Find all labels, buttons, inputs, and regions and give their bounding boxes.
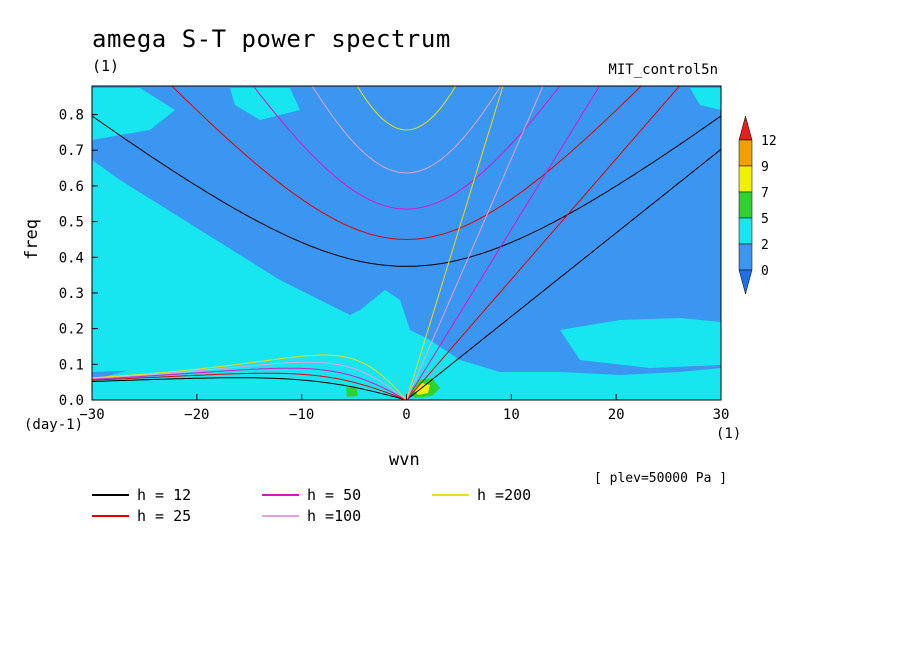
power-region-east-top xyxy=(690,88,721,110)
legend-label: h = 12 xyxy=(137,486,191,504)
x-axis: −30 −20 −10 0 10 20 30 xyxy=(79,394,729,423)
colorbar-swatch xyxy=(738,191,753,219)
colorbar-label: 12 xyxy=(761,134,777,149)
power-region-west-spot xyxy=(346,386,358,397)
legend-label: h = 50 xyxy=(307,486,361,504)
y-tick-label: 0.1 xyxy=(59,357,84,373)
x-tick-label: −10 xyxy=(289,407,314,423)
legend-label: h = 25 xyxy=(137,507,191,525)
power-region-upper-left xyxy=(92,88,175,140)
rossby-wave-curve xyxy=(92,377,407,400)
legend-label: h =200 xyxy=(477,486,531,504)
kelvin-wave-curve xyxy=(406,148,721,400)
power-region-east-low xyxy=(560,318,721,368)
power-region-kelvin-core xyxy=(414,383,430,395)
rossby-wave-curve xyxy=(92,372,407,400)
rossby-wave-curve xyxy=(92,367,407,400)
power-region-low-freq xyxy=(92,290,721,400)
x-tick-label: 0 xyxy=(402,407,410,423)
colorbar-label: 5 xyxy=(761,212,769,227)
y-tick-label: 0.7 xyxy=(59,143,84,159)
x-tick-label: 20 xyxy=(608,407,625,423)
kelvin-wave-curve xyxy=(406,86,601,400)
colorbar-max-arrow xyxy=(738,115,753,141)
y-axis-units: (day-1) xyxy=(24,417,84,433)
x-axis-units: (1) xyxy=(716,426,742,442)
y-axis: 0.0 0.1 0.2 0.3 0.4 0.5 0.6 0.7 0.8 xyxy=(59,108,98,409)
plot-area xyxy=(91,85,722,401)
colorbar-label: 0 xyxy=(761,264,769,279)
y-tick-label: 0.4 xyxy=(59,250,84,266)
colorbar-min-arrow xyxy=(738,269,753,295)
x-tick-label: −20 xyxy=(184,407,209,423)
y-tick-label: 0.6 xyxy=(59,179,84,195)
colorbar-swatch xyxy=(738,139,753,167)
level-footnote: [ plev=50000 Pa ] xyxy=(594,471,728,486)
run-name: MIT_control5n xyxy=(608,62,718,78)
kelvin-wave-curve xyxy=(406,86,681,400)
colorbar-label: 7 xyxy=(761,186,769,201)
kelvin-wave-curve xyxy=(406,86,504,400)
colorbar-swatch xyxy=(738,243,753,271)
x-axis-label: wvn xyxy=(389,450,420,470)
inertia-gravity-curve xyxy=(252,86,561,210)
colorbar-label: 9 xyxy=(761,160,769,175)
chart-title: amega S-T power spectrum xyxy=(92,25,451,53)
x-tick-label: 30 xyxy=(713,407,730,423)
chart-subtitle: (1) xyxy=(92,57,120,75)
x-tick-label: 10 xyxy=(503,407,520,423)
y-tick-label: 0.2 xyxy=(59,322,84,338)
y-tick-label: 0.8 xyxy=(59,108,84,124)
colorbar: 0 2 5 7 9 12 xyxy=(738,115,777,295)
rossby-wave-curve xyxy=(92,361,407,400)
colorbar-swatch xyxy=(738,165,753,193)
power-region-upper-mid xyxy=(230,88,300,120)
dispersion-curves xyxy=(92,86,721,400)
y-tick-label: 0.3 xyxy=(59,286,84,302)
inertia-gravity-curve xyxy=(356,86,457,131)
colorbar-swatch xyxy=(738,217,753,245)
legend: h = 12 h = 25 h = 50 h =100 h =200 xyxy=(92,486,531,525)
y-tick-label: 0.5 xyxy=(59,215,84,231)
inertia-gravity-curve xyxy=(92,115,721,267)
y-tick-label: 0.0 xyxy=(59,393,84,409)
x-tick-label: −30 xyxy=(79,407,104,423)
colorbar-label: 2 xyxy=(761,238,769,253)
kelvin-wave-curve xyxy=(406,86,544,400)
inertia-gravity-curve xyxy=(171,86,642,240)
rossby-wave-curve xyxy=(92,354,407,400)
legend-label: h =100 xyxy=(307,507,361,525)
inertia-gravity-curve xyxy=(311,86,502,174)
power-region-west xyxy=(92,160,400,380)
